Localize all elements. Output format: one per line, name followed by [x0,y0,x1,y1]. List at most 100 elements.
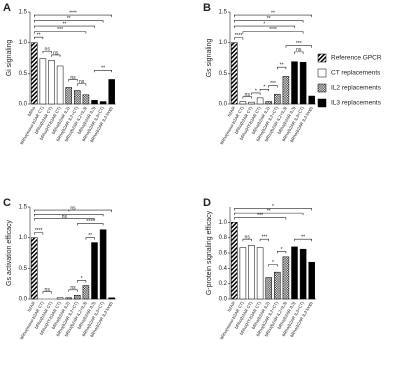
significance-label: *** [270,81,276,87]
significance-bracket [94,69,112,73]
significance-bracket [34,214,104,217]
significance-label: ns [53,50,59,56]
bar [291,246,298,300]
y-tick-label: 1.0 [19,235,28,241]
panel-label: B [203,2,211,14]
bar [265,101,272,105]
y-tick-label: 1.5 [19,205,28,211]
significance-label: ns [296,47,302,53]
y-tick-label: 0.0 [219,102,228,108]
significance-label: * [281,247,283,253]
significance-bracket [34,232,44,235]
y-axis-title: G-protein signaling efficacy [206,210,213,295]
significance-bracket [259,88,269,92]
significance-label: ** [67,16,71,22]
bar [108,297,115,300]
significance-label: * [255,88,257,94]
significance-bracket [77,280,87,283]
bar [48,60,55,105]
significance-label: *** [57,27,63,33]
x-tick-label: b2AR [226,301,236,313]
significance-bracket [77,223,104,226]
legend-swatch [317,53,327,63]
y-tick-label: 1.0 [219,220,228,226]
y-tick-label: 0.8 [219,235,228,241]
legend-label: Reference GPCR [331,55,382,62]
significance-bracket [34,14,112,18]
y-tick-label: 1.5 [19,10,28,16]
significance-bracket [268,85,278,88]
bar [91,100,98,105]
legend-swatch [317,98,327,108]
significance-bracket [242,31,304,34]
significance-label: * [263,21,265,27]
significance-label: ** [62,21,66,27]
significance-bracket [268,264,278,267]
significance-label: ns [70,205,76,211]
bar [299,62,307,105]
significance-bracket [234,37,244,40]
significance-label: *** [257,213,263,219]
significance-label: ** [37,32,41,38]
bar [248,245,255,300]
significance-bracket [34,25,95,29]
significance-label: ns [45,287,51,293]
significance-bracket [259,238,269,242]
bar [308,261,315,300]
bar [248,101,255,105]
significance-label: * [263,85,265,91]
significance-bracket [294,238,312,242]
y-tick-label: 1.0 [19,40,28,46]
y-tick-label: 0.0 [19,102,28,108]
significance-label: **** [269,27,277,33]
significance-bracket [34,31,87,34]
bar [231,222,238,300]
significance-label: * [272,204,274,210]
bar [31,42,38,105]
y-tick-label: 1.5 [219,10,228,16]
bar [274,93,281,105]
x-tick-label: b2AR [226,106,236,118]
significance-label: ns [70,285,76,291]
y-tick-label: 0.4 [219,266,228,272]
panel-label: C [3,197,11,209]
significance-bracket [234,20,304,23]
bar [74,295,81,300]
significance-bracket [42,50,52,54]
y-tick-label: 0.5 [219,71,228,77]
bar [274,271,281,300]
significance-label: ns [70,75,76,81]
significance-bracket [234,14,312,18]
y-tick-label: 0.6 [219,251,228,257]
bar [99,101,107,105]
significance-label: ns [245,92,251,98]
significance-bracket [242,238,252,242]
bar [31,237,38,300]
bar [65,87,72,105]
panel-label: D [203,197,211,209]
significance-bracket [51,54,61,57]
significance-label: ** [88,233,92,239]
bar [282,256,290,300]
significance-label: ** [301,235,305,241]
significance-label: ** [280,63,284,69]
significance-bracket [34,36,44,40]
bar [256,247,264,300]
y-tick-label: 0.5 [19,266,28,272]
y-axis-title: Gi signaling [6,40,13,77]
significance-bracket [68,79,78,82]
significance-bracket [277,251,287,254]
bar [74,90,81,105]
significance-label: ** [271,10,275,16]
significance-bracket [234,212,304,216]
bar [239,101,247,105]
bar [39,58,47,105]
bar [82,94,90,105]
significance-bracket [42,291,52,294]
significance-label: ** [267,208,271,214]
significance-bracket [68,289,78,292]
bar [56,297,64,300]
significance-label: * [272,260,274,266]
x-tick-label: b2AR [26,301,36,313]
